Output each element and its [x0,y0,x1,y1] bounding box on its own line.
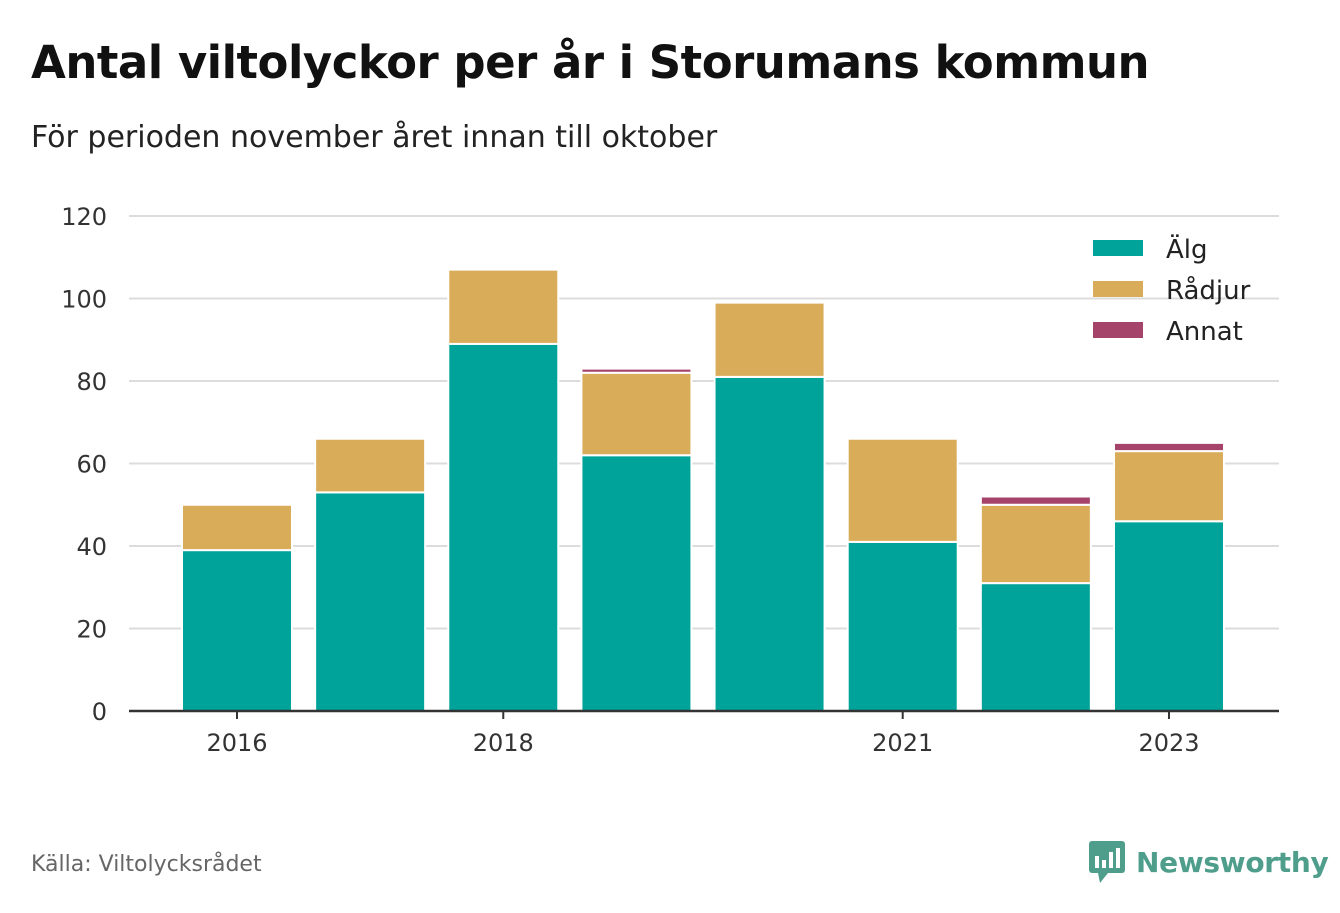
bar-segment [713,301,826,378]
x-tick-label: 2016 [206,729,267,757]
y-tick-label: 0 [92,698,107,726]
legend-label: Rådjur [1166,275,1251,306]
bar-segment [447,268,560,345]
brand-name: Newsworthy [1136,845,1329,879]
x-tick-label: 2021 [872,729,933,757]
gridlines [129,215,1279,630]
bar-segment [314,437,427,494]
x-tick-label: 2023 [1138,729,1199,757]
y-tick-label: 80 [76,368,107,396]
y-tick-label: 100 [61,286,107,314]
y-tick-label: 60 [76,451,107,479]
bar-segment [1112,520,1225,712]
bar-segment [314,491,427,712]
legend: Älg Rådjur Annat [1093,233,1251,347]
legend-label: Annat [1166,317,1243,347]
chart-title: Antal viltolyckor per år i Storumans kom… [31,36,1150,89]
bar-segment [979,503,1092,585]
x-tick-label: 2018 [473,729,534,757]
legend-label: Älg [1166,233,1208,265]
bar-segment [846,437,959,543]
bar-segment [580,454,693,712]
chart-subtitle: För perioden november året innan till ok… [31,120,718,155]
bar-segment [447,342,560,712]
bar-segment [580,367,693,374]
bar-segment [181,549,293,712]
y-tick-label: 20 [76,616,107,644]
y-axis-ticks: 0 20 40 60 80 100 120 [61,203,107,726]
bar-segment [1112,450,1225,523]
y-tick-label: 40 [76,533,107,561]
legend-swatch [1093,322,1143,338]
bar-segment [713,375,826,712]
bars [181,268,1225,712]
bar-segment [979,582,1092,712]
x-axis-ticks: 2016 2018 2021 2023 [206,711,1200,757]
y-tick-label: 120 [61,203,107,231]
bar-segment [846,540,959,712]
legend-swatch [1093,281,1143,297]
bar-segment [181,503,293,552]
source-note: Källa: Viltolycksrådet [31,852,262,877]
legend-swatch [1093,240,1143,256]
bar-segment [1112,441,1225,453]
bar-segment [979,495,1092,506]
bar-segment [580,371,693,457]
stacked-bar-chart: 0 20 40 60 80 100 120 2016 2018 2021 2023 Älg Rådj… [61,203,1279,757]
newsworthy-logo-icon [1089,841,1125,883]
brand-logo: Newsworthy [1088,840,1329,884]
